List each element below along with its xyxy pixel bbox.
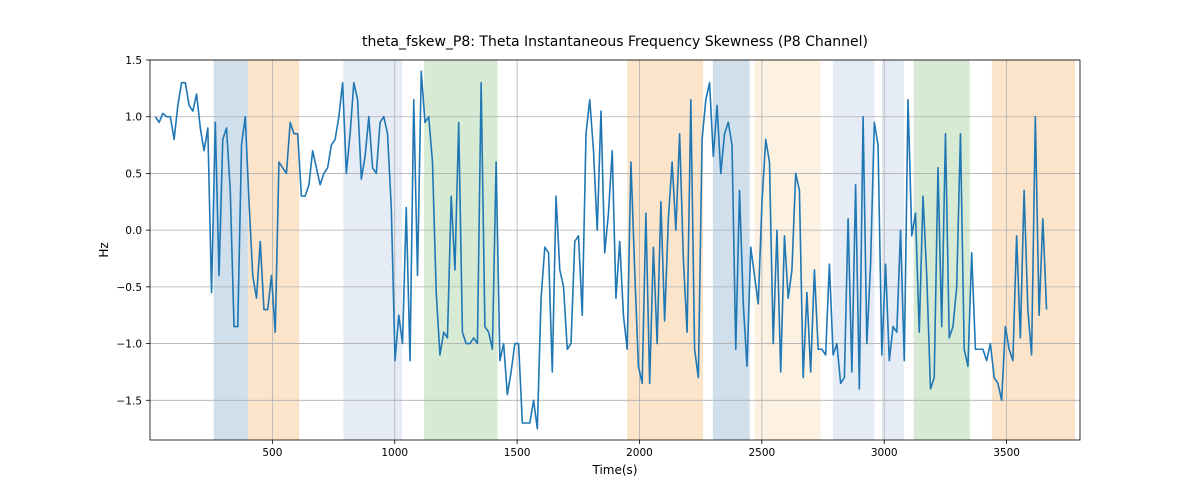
x-tick-label: 2000 [626,447,653,459]
x-tick-label: 1500 [504,447,531,459]
x-tick-label: 1000 [381,447,408,459]
x-tick-label: 2500 [748,447,775,459]
y-tick-label: 1.5 [125,55,142,67]
chart-container: 500 1000 1500 2000 2500 3000 3500 −1.5 −1.0 −0.5 0… [0,0,1200,500]
x-tick-label: 3500 [993,447,1020,459]
chart-title: theta_fskew_P8: Theta Instantaneous Freq… [362,34,868,50]
x-tick-label: 3000 [871,447,898,459]
timeseries-chart: 500 1000 1500 2000 2500 3000 3500 −1.5 −1.0 −0.5 0… [0,0,1200,500]
y-tick-label: 0.5 [125,168,142,180]
y-axis-label: Hz [97,242,111,257]
y-tick-label: 1.0 [125,112,142,124]
y-tick-label: −1.0 [117,339,143,351]
x-axis-label: Time(s) [592,463,638,477]
y-tick-label: 0.0 [125,225,142,237]
y-tick-label: −1.5 [117,395,143,407]
y-tick-label: −0.5 [117,282,143,294]
x-tick-label: 500 [262,447,282,459]
